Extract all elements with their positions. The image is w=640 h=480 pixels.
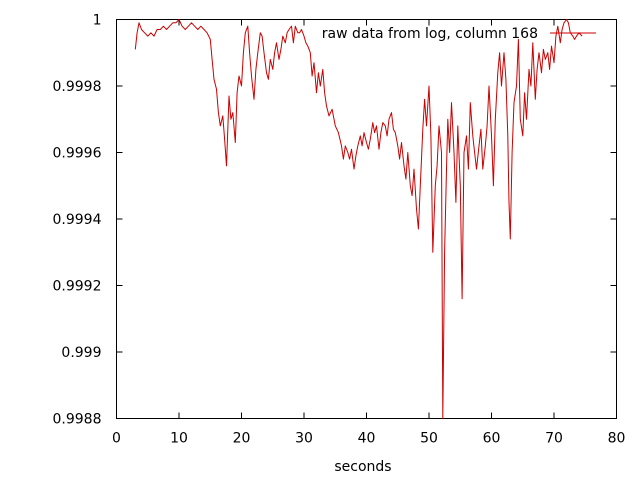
y-tick-label: 0.9988 (53, 412, 102, 428)
x-tick-label: 70 (545, 431, 563, 447)
x-tick-label: 0 (112, 431, 121, 447)
legend: raw data from log, column 168 (322, 26, 596, 42)
x-tick-label: 40 (358, 431, 376, 447)
y-axis-ticks: 0.9988 0.999 0.9992 0.9994 0.9996 0.9998 1 (53, 13, 617, 428)
y-tick-label: 0.999 (61, 345, 101, 361)
legend-label: raw data from log, column 168 (322, 26, 538, 42)
plot-frame (116, 19, 617, 419)
x-tick-label: 20 (233, 431, 251, 447)
x-tick-label: 60 (483, 431, 501, 447)
y-tick-label: 0.9996 (53, 146, 102, 162)
x-tick-label: 80 (608, 431, 626, 447)
y-tick-label: 0.9994 (53, 212, 102, 228)
y-tick-label: 1 (93, 13, 102, 29)
x-tick-label: 10 (170, 431, 188, 447)
x-tick-label: 30 (295, 431, 313, 447)
series-layer (134, 19, 583, 419)
x-tick-label: 50 (420, 431, 438, 447)
y-tick-label: 0.9992 (53, 279, 102, 295)
y-tick-label: 0.9998 (53, 79, 102, 95)
x-axis-title: seconds (334, 459, 391, 475)
series-line (134, 19, 583, 419)
x-axis-ticks: 0 10 20 30 40 50 60 70 80 (112, 19, 626, 447)
